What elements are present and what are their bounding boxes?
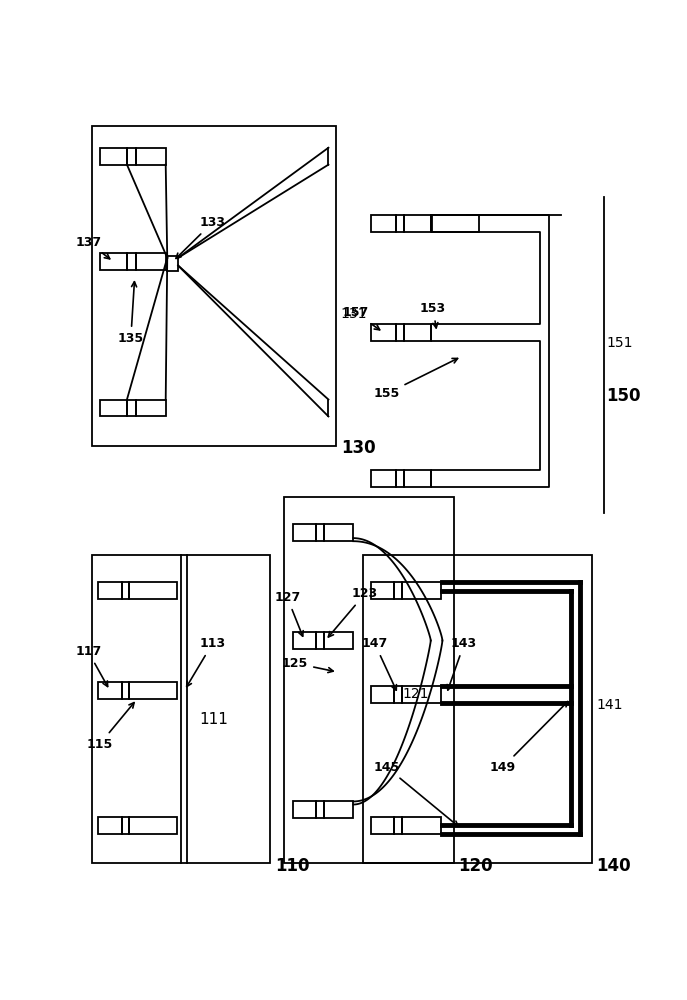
Bar	[293, 524, 316, 541]
Bar	[136, 253, 166, 270]
Bar	[402, 817, 441, 834]
Text: 113: 113	[187, 637, 225, 687]
Bar	[98, 682, 122, 699]
Bar	[129, 817, 177, 834]
Text: 117: 117	[75, 645, 108, 687]
Bar	[127, 400, 136, 416]
Text: 125: 125	[282, 657, 333, 673]
Bar	[100, 253, 127, 270]
Bar	[371, 215, 396, 232]
Bar	[136, 400, 166, 416]
Bar	[363, 555, 592, 863]
Bar	[324, 524, 353, 541]
Bar	[167, 256, 178, 271]
Bar	[316, 801, 324, 818]
Text: 131: 131	[341, 307, 368, 321]
Bar	[394, 686, 402, 703]
Text: 133: 133	[176, 216, 225, 258]
Bar	[394, 817, 402, 834]
Text: 141: 141	[596, 698, 623, 712]
Text: 127: 127	[274, 591, 303, 636]
Text: 123: 123	[328, 587, 378, 637]
Bar	[324, 801, 353, 818]
Bar	[324, 632, 353, 649]
Bar	[316, 632, 324, 649]
Text: 149: 149	[490, 702, 567, 774]
Bar	[404, 215, 431, 232]
Text: 111: 111	[199, 712, 228, 727]
Bar	[371, 324, 396, 341]
Bar	[129, 582, 177, 599]
Text: 150: 150	[607, 387, 641, 405]
Bar	[394, 582, 402, 599]
Bar	[122, 582, 129, 599]
Bar	[98, 817, 122, 834]
Text: 135: 135	[117, 282, 144, 345]
Bar	[371, 582, 394, 599]
Bar	[122, 682, 129, 699]
Bar	[396, 324, 404, 341]
Text: 157: 157	[342, 306, 380, 330]
Bar	[396, 470, 404, 487]
Bar	[122, 817, 129, 834]
Text: 151: 151	[607, 336, 633, 350]
Text: 121: 121	[403, 687, 429, 701]
Text: 147: 147	[362, 637, 396, 690]
Bar	[100, 148, 127, 165]
Bar	[92, 555, 270, 863]
Text: 155: 155	[374, 358, 458, 400]
Bar	[371, 686, 394, 703]
Bar	[136, 148, 166, 165]
Bar	[316, 524, 324, 541]
Bar	[293, 632, 316, 649]
Bar	[432, 215, 479, 232]
Text: 115: 115	[87, 703, 134, 751]
Bar	[371, 817, 394, 834]
Text: 143: 143	[447, 637, 477, 690]
Bar	[371, 470, 396, 487]
Bar	[404, 470, 431, 487]
Text: 153: 153	[420, 302, 446, 328]
Bar	[396, 215, 404, 232]
Text: 145: 145	[374, 761, 458, 826]
Bar	[92, 126, 336, 446]
Bar	[129, 682, 177, 699]
Bar	[404, 324, 431, 341]
Text: 137: 137	[75, 236, 110, 259]
Bar	[402, 686, 441, 703]
Bar	[98, 582, 122, 599]
Bar	[100, 400, 127, 416]
Text: 140: 140	[596, 857, 631, 875]
Text: 120: 120	[459, 857, 493, 875]
Bar	[127, 148, 136, 165]
Text: 110: 110	[275, 857, 309, 875]
Bar	[127, 253, 136, 270]
Bar	[402, 582, 441, 599]
Bar	[293, 801, 316, 818]
Text: 130: 130	[341, 439, 376, 457]
Bar	[284, 497, 454, 863]
